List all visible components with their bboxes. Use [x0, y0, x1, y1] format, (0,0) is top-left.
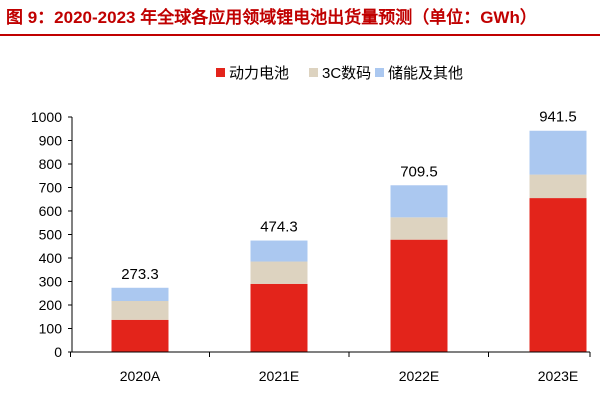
legend-label: 动力电池: [229, 65, 289, 82]
title-rule: [0, 34, 600, 36]
legend-label: 3C数码: [322, 65, 371, 82]
legend-swatch: [216, 68, 225, 77]
legend-swatch: [309, 68, 318, 77]
y-axis: 0 100 200 300 400 500 600 700 800 900 1000: [31, 109, 73, 360]
chart-title: 图 9：2020-2023 年全球各应用领域锂电池出货量预测（单位：GWh）: [6, 8, 537, 27]
x-tick-label: 2023E: [538, 368, 578, 384]
bar-segment: [529, 198, 587, 352]
bar-segment: [529, 174, 587, 199]
bar-segment: [529, 130, 587, 175]
bar-segment: [250, 261, 308, 284]
bar-segment: [111, 287, 169, 302]
y-tick-label: 700: [39, 180, 63, 196]
legend-swatch: [375, 68, 384, 77]
total-label: 941.5: [539, 109, 577, 126]
bar-segment: [390, 239, 448, 352]
y-tick-label: 500: [39, 227, 63, 243]
y-tick-label: 100: [39, 321, 63, 337]
bar-segment: [250, 283, 308, 352]
bars: 273.3 474.3 709.5 941.5: [111, 109, 587, 352]
total-label: 709.5: [400, 163, 438, 180]
y-tick-label: 1000: [31, 109, 62, 125]
legend-label: 储能及其他: [388, 65, 463, 82]
x-tick-label: 2020A: [120, 368, 161, 384]
x-tick-label: 2021E: [259, 368, 299, 384]
x-tick-label: 2022E: [399, 368, 439, 384]
y-tick-label: 300: [39, 274, 63, 290]
y-tick-label: 0: [54, 344, 62, 360]
y-tick-label: 400: [39, 250, 63, 266]
y-tick-label: 600: [39, 203, 63, 219]
bar-segment: [111, 319, 169, 352]
bar-segment: [390, 217, 448, 240]
y-tick-label: 200: [39, 297, 63, 313]
bar-segment: [390, 185, 448, 218]
y-tick-label: 800: [39, 156, 63, 172]
bar-segment: [111, 301, 169, 320]
legend: 动力电池 3C数码 储能及其他: [216, 65, 463, 82]
total-label: 273.3: [121, 266, 159, 283]
x-axis: 2020A 2021E 2022E 2023E: [70, 351, 591, 384]
bar-segment: [250, 240, 308, 262]
total-label: 474.3: [260, 219, 298, 236]
y-tick-label: 900: [39, 133, 63, 149]
